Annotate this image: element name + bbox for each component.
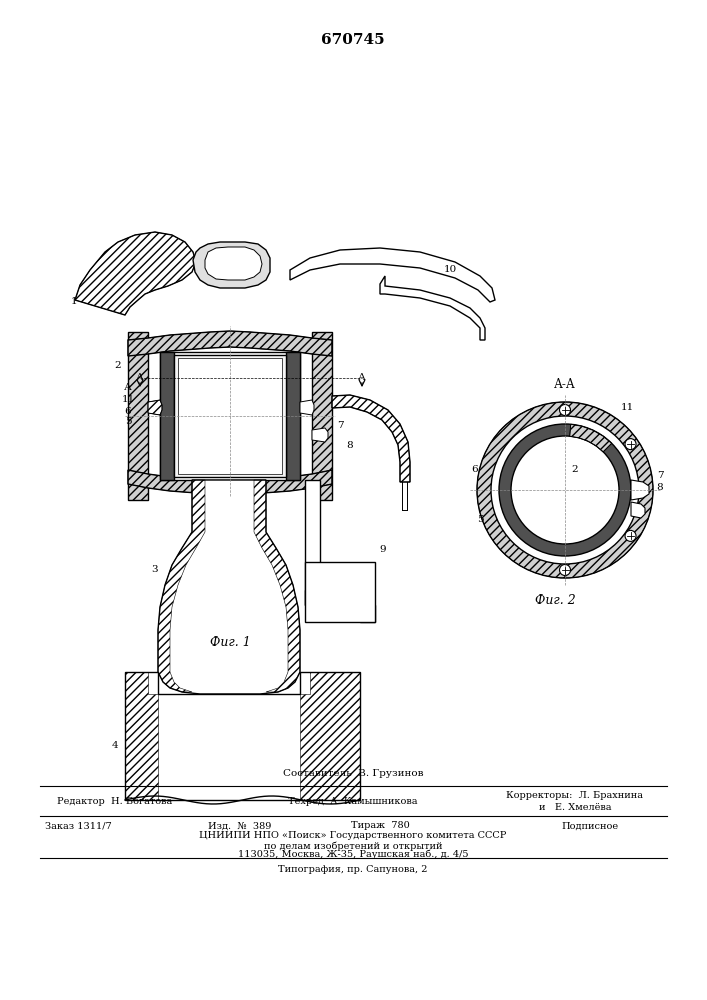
Text: 10: 10 (443, 265, 457, 274)
Bar (305, 562, 375, 622)
Text: 8: 8 (657, 484, 663, 492)
Polygon shape (312, 428, 328, 442)
Polygon shape (290, 248, 495, 302)
Polygon shape (380, 276, 485, 340)
Circle shape (625, 530, 636, 541)
Text: Фиг. 1: Фиг. 1 (209, 636, 250, 648)
Text: Типография, пр. Сапунова, 2: Типография, пр. Сапунова, 2 (279, 865, 428, 874)
Circle shape (559, 404, 571, 416)
Text: Составитель  В. Грузинов: Составитель В. Грузинов (283, 768, 423, 778)
Text: 5: 5 (477, 516, 484, 524)
Polygon shape (174, 355, 286, 477)
Text: 11: 11 (122, 394, 134, 403)
Polygon shape (300, 400, 314, 415)
Polygon shape (128, 331, 332, 356)
Polygon shape (570, 424, 612, 452)
Circle shape (559, 564, 571, 576)
Text: ЦНИИПИ НПО «Поиск» Государственного комитета СССР: ЦНИИПИ НПО «Поиск» Государственного коми… (199, 830, 507, 840)
Text: А: А (136, 373, 144, 382)
Polygon shape (332, 395, 410, 482)
Text: 4: 4 (112, 740, 118, 750)
Bar (286, 352, 300, 480)
Circle shape (511, 436, 619, 544)
Text: 2: 2 (115, 361, 122, 370)
Text: Заказ 1311/7: Заказ 1311/7 (45, 822, 112, 830)
Text: А: А (124, 383, 132, 392)
Text: Тираж  780: Тираж 780 (351, 822, 409, 830)
Polygon shape (128, 332, 148, 500)
Text: 8: 8 (346, 440, 354, 450)
Polygon shape (305, 480, 320, 605)
Polygon shape (205, 247, 262, 280)
Polygon shape (128, 470, 332, 495)
Text: 9: 9 (380, 546, 386, 554)
Text: и   Е. Хмелёва: и Е. Хмелёва (539, 802, 612, 812)
Text: 3: 3 (152, 566, 158, 574)
Text: Изд.  №  389: Изд. № 389 (209, 822, 271, 830)
Bar (160, 352, 174, 480)
Polygon shape (160, 352, 300, 480)
Polygon shape (125, 672, 360, 800)
Text: Редактор  Н. Богатова: Редактор Н. Богатова (57, 796, 173, 806)
Text: Фиг. 2: Фиг. 2 (534, 593, 575, 606)
Text: Техред  А. Камышникова: Техред А. Камышникова (288, 796, 418, 806)
Text: 11: 11 (620, 403, 633, 412)
Polygon shape (193, 242, 270, 288)
Text: 1: 1 (71, 298, 77, 306)
Circle shape (499, 424, 631, 556)
Text: по делам изобретений и открытий: по делам изобретений и открытий (264, 841, 443, 851)
Polygon shape (631, 502, 645, 518)
Circle shape (491, 416, 639, 564)
Text: А: А (358, 373, 366, 382)
Polygon shape (312, 332, 332, 500)
Text: 7: 7 (657, 472, 663, 481)
Text: 7: 7 (337, 420, 344, 430)
Polygon shape (178, 358, 282, 474)
Text: 2: 2 (572, 466, 578, 475)
Polygon shape (631, 480, 649, 500)
Polygon shape (158, 480, 300, 694)
Text: 6: 6 (472, 466, 479, 475)
Text: 5: 5 (124, 418, 132, 426)
Text: Подписное: Подписное (561, 822, 619, 830)
Circle shape (625, 439, 636, 450)
Polygon shape (305, 590, 375, 622)
Text: 670745: 670745 (321, 33, 385, 47)
Text: 113035, Москва, Ж-35, Раушская наб., д. 4/5: 113035, Москва, Ж-35, Раушская наб., д. … (238, 849, 468, 859)
Polygon shape (75, 232, 196, 315)
Text: Корректоры:  Л. Брахнина: Корректоры: Л. Брахнина (506, 790, 643, 800)
Polygon shape (148, 400, 162, 415)
Text: А-А: А-А (554, 378, 576, 391)
Circle shape (477, 402, 653, 578)
Text: 6: 6 (124, 406, 132, 416)
